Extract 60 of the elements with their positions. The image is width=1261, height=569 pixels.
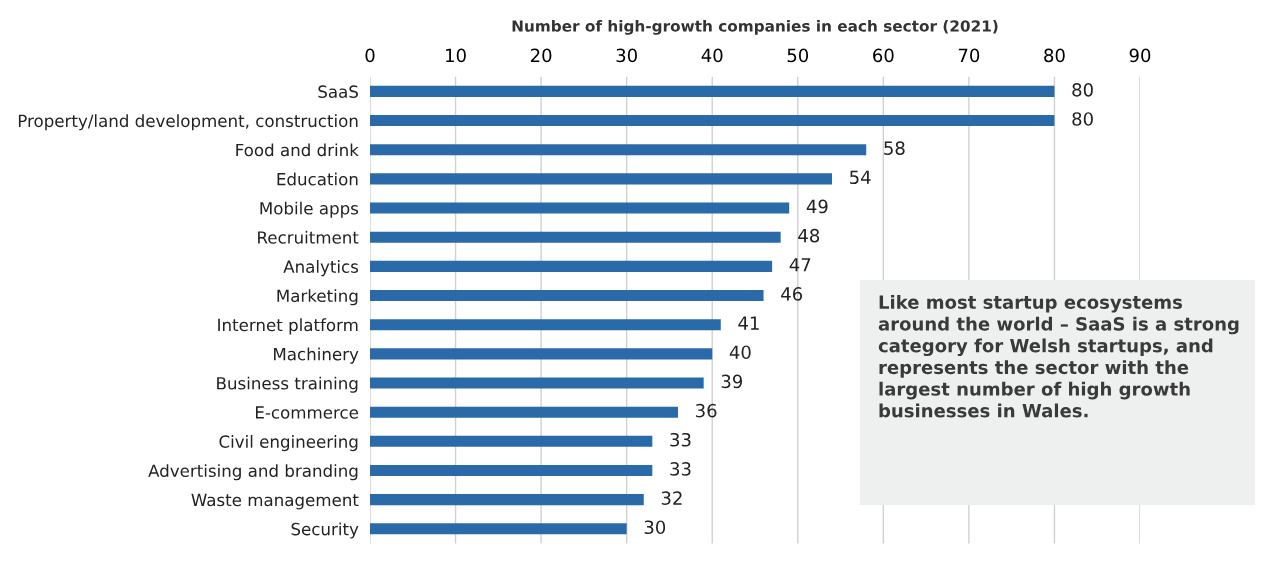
bar <box>370 289 764 302</box>
y-tick-label: Analytics <box>283 260 359 277</box>
data-label: 40 <box>729 345 751 360</box>
data-label: 54 <box>850 170 871 185</box>
data-label: 80 <box>1072 112 1093 126</box>
x-tick-label: 60 <box>873 48 894 63</box>
y-tick-label: Education <box>277 172 358 186</box>
data-label: 36 <box>696 403 717 418</box>
y-tick-label: Advertising and branding <box>148 464 358 481</box>
x-tick-label: 20 <box>530 48 552 63</box>
data-label: 47 <box>789 258 811 272</box>
x-tick-label: 80 <box>1044 48 1065 63</box>
x-tick-label: 10 <box>446 48 466 63</box>
data-label: 80 <box>1072 82 1093 97</box>
y-tick-label: Property/land development, construction <box>18 114 358 131</box>
x-tick-label: 40 <box>701 48 723 63</box>
y-tick-label: Business training <box>217 376 358 393</box>
y-tick-label: E-commerce <box>256 406 358 419</box>
bar <box>370 464 653 477</box>
x-tick-label: 50 <box>787 48 809 63</box>
data-label: 41 <box>738 316 759 330</box>
bar <box>370 202 790 214</box>
annotation: Like most startup ecosystems around the world – SaaS is a strong category for Welsh startups, and represents the sector with the largest number of high growth businesses in Wales. <box>878 295 1239 418</box>
y-tick-label: Mobile apps <box>260 201 359 218</box>
bar <box>370 348 713 360</box>
y-tick-label: SaaS <box>318 85 358 98</box>
y-tick-label: Internet platform <box>218 318 358 335</box>
bar <box>370 144 867 156</box>
x-axis-title: Number of high-growth companies in each sector (2021) <box>512 19 998 35</box>
bar <box>370 435 653 447</box>
y-tick-label: Food and drink <box>236 143 359 157</box>
data-label: 58 <box>884 141 905 155</box>
y-tick-label: Machinery <box>274 347 359 364</box>
y-tick-label: Marketing <box>277 289 358 306</box>
x-tick-label: 90 <box>1129 48 1151 63</box>
bar <box>370 377 704 389</box>
y-tick-label: Recruitment <box>258 230 359 244</box>
bar <box>370 494 644 506</box>
data-label: 49 <box>806 199 828 214</box>
bar <box>370 231 781 243</box>
y-tick-label: Waste management <box>191 493 359 510</box>
y-tick-label: Civil engineering <box>219 435 358 452</box>
bar <box>370 173 832 185</box>
data-label: 33 <box>670 462 691 476</box>
data-label: 39 <box>721 374 743 389</box>
x-tick-label: 0 <box>365 48 375 63</box>
bar <box>370 406 678 418</box>
x-tick-label: 70 <box>958 48 980 63</box>
data-label: 46 <box>781 287 803 301</box>
data-label: 48 <box>798 228 820 243</box>
bar <box>370 115 1055 127</box>
x-tick-label: 30 <box>616 48 637 63</box>
bar <box>370 523 627 535</box>
data-label: 32 <box>661 491 682 505</box>
data-label: 30 <box>644 520 666 535</box>
y-tick-label: Security <box>291 522 359 539</box>
data-label: 33 <box>670 432 691 447</box>
bar <box>370 319 721 331</box>
bar <box>370 260 773 272</box>
bar <box>370 85 1055 97</box>
